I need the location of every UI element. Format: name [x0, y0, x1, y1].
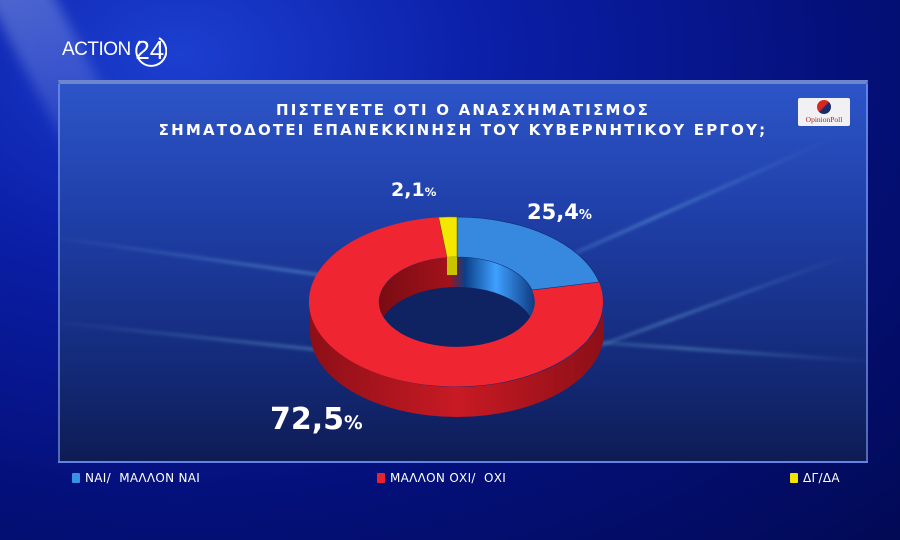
- legend-label-no: ΜΑΛΛΟΝ ΟΧΙ/ ΟΧΙ: [390, 471, 507, 485]
- legend-label-yes: ΝΑΙ/ ΜΑΛΛΟΝ ΝΑΙ: [85, 471, 201, 485]
- circle-swoosh-icon: [135, 37, 167, 67]
- data-label-dk: 2,1%: [391, 179, 437, 201]
- legend-item-dk: ΔΓ/ΔΑ: [790, 470, 840, 486]
- poll-panel: ΠΙΣΤΕΥΕΤΕ ΟΤΙ Ο ΑΝΑΣΧΗΜΑΤΙΣΜΟΣ ΣΗΜΑΤΟΔΟΤ…: [58, 80, 868, 463]
- legend-item-no: ΜΑΛΛΟΝ ΟΧΙ/ ΟΧΙ: [377, 470, 506, 486]
- legend-swatch-red: [377, 473, 385, 483]
- opinionpoll-logo-icon: [817, 100, 831, 114]
- legend-label-dk: ΔΓ/ΔΑ: [803, 471, 840, 485]
- legend-swatch-yellow: [790, 473, 798, 483]
- data-label-yes: 25,4%: [527, 200, 592, 224]
- channel-logo-word: ACTION: [62, 39, 131, 60]
- legend-item-yes: ΝΑΙ/ ΜΑΛΛΟΝ ΝΑΙ: [72, 470, 200, 486]
- channel-logo-number-badge: 24: [133, 33, 167, 67]
- donut-chart: [308, 216, 604, 417]
- donut-slice-no: [308, 217, 603, 387]
- poll-question-line1: ΠΙΣΤΕΥΕΤΕ ΟΤΙ Ο ΑΝΑΣΧΗΜΑΤΙΣΜΟΣ: [275, 101, 651, 119]
- donut-slice-yes: [456, 216, 600, 291]
- channel-logo: ACTION 24: [62, 30, 167, 70]
- legend-swatch-blue: [72, 473, 80, 483]
- donut-side-no: [310, 302, 604, 417]
- data-label-no: 72,5%: [270, 402, 363, 437]
- donut-slice-dk-edge: [447, 257, 457, 275]
- opinionpoll-logo-text: OpinionPoll: [805, 115, 843, 124]
- poll-question: ΠΙΣΤΕΥΕΤΕ ΟΤΙ Ο ΑΝΑΣΧΗΜΑΤΙΣΜΟΣ ΣΗΜΑΤΟΔΟΤ…: [60, 100, 866, 140]
- opinionpoll-logo: OpinionPoll: [798, 98, 850, 126]
- channel-logo-number: 24: [135, 35, 165, 65]
- poll-question-line2: ΣΗΜΑΤΟΔΟΤΕΙ ΕΠΑΝΕΚΚΙΝΗΣΗ ΤΟΥ ΚΥΒΕΡΝΗΤΙΚΟ…: [158, 121, 768, 139]
